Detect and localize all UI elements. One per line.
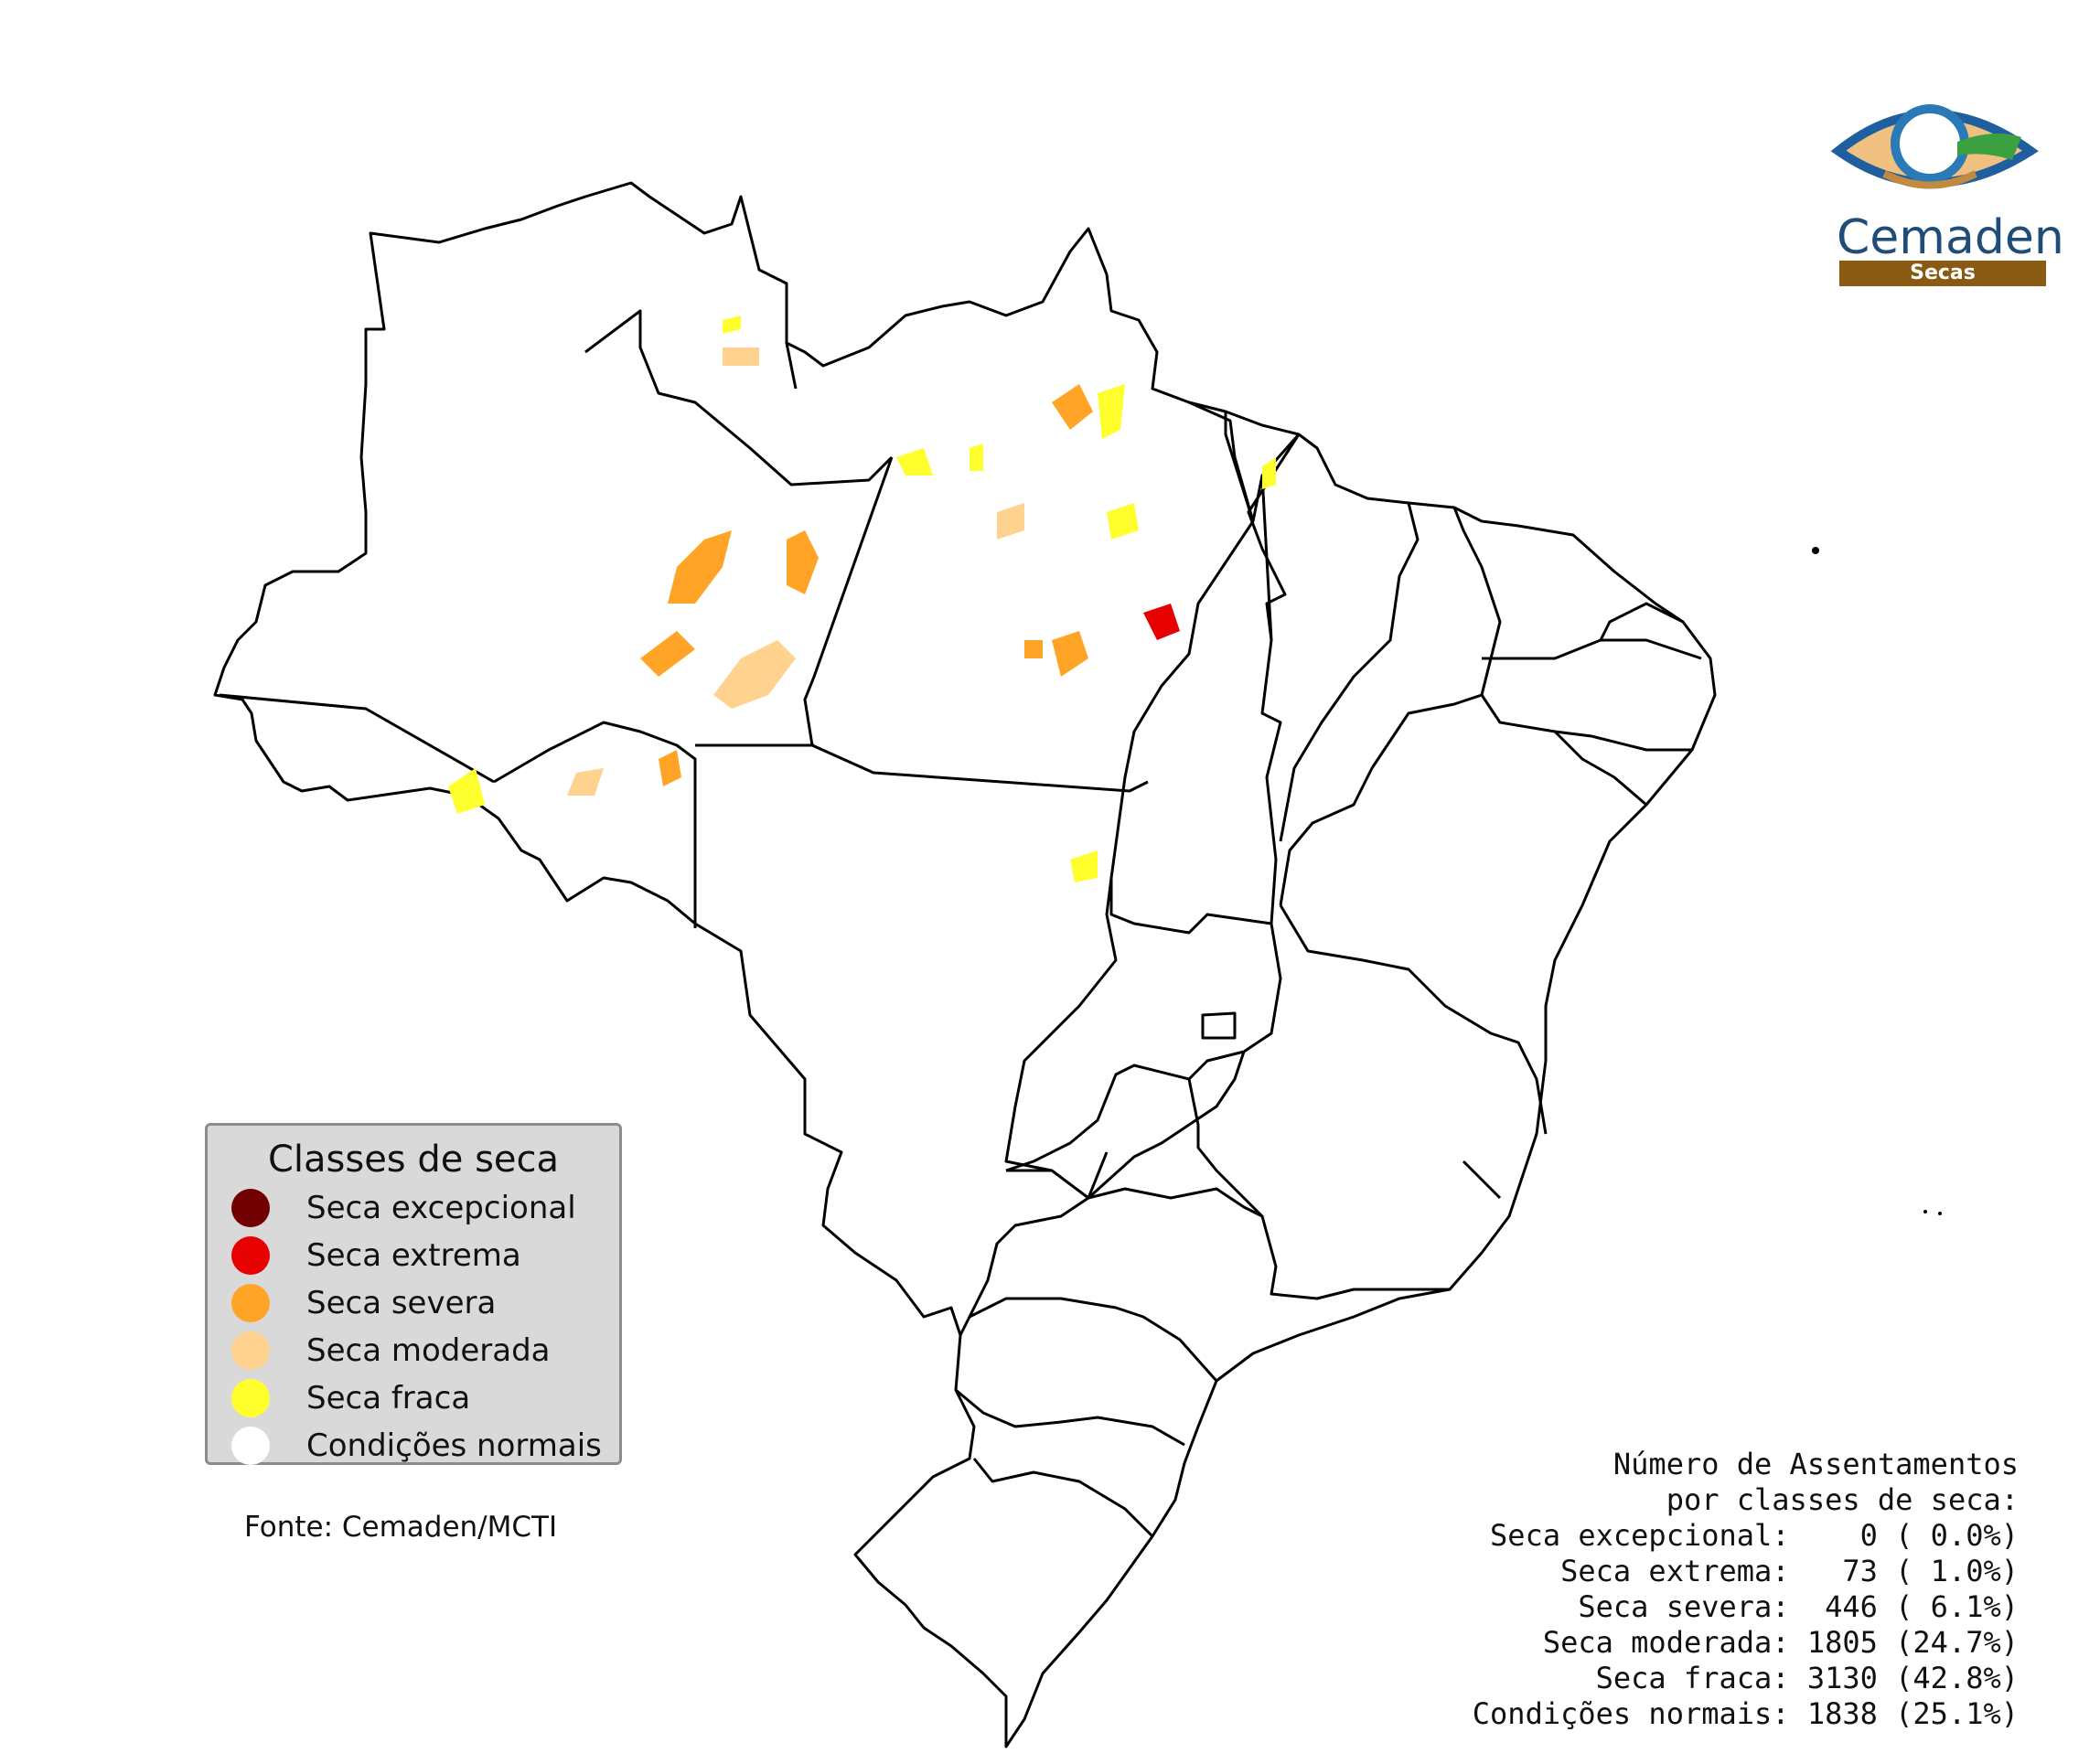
brazil-outline: [213, 181, 1717, 1748]
stats-row: Seca severa: 446 ( 6.1%): [1578, 1589, 2019, 1624]
legend-swatch: [231, 1189, 270, 1227]
logo-wordmark: Cemaden: [1837, 210, 2064, 265]
stats-row: Seca fraca: 3130 (42.8%): [1595, 1661, 2019, 1695]
legend-swatch: [231, 1379, 270, 1417]
stats-row: Condições normais: 1838 (25.1%): [1472, 1696, 2019, 1731]
legend-label: Seca excepcional: [306, 1190, 576, 1226]
legend-swatch: [231, 1284, 270, 1322]
stats-row: Seca excepcional: 0 ( 0.0%): [1490, 1518, 2019, 1553]
stats-subtitle: por classes de seca:: [1666, 1482, 2019, 1517]
legend-label: Condições normais: [306, 1427, 602, 1464]
logo-subtitle: Secas: [1839, 261, 2046, 286]
legend-label: Seca fraca: [306, 1380, 471, 1417]
legend-item: Seca severa: [231, 1281, 496, 1325]
legend-item: Seca excepcional: [231, 1186, 576, 1230]
stats-title: Número de Assentamentos: [1612, 1447, 2019, 1481]
drought-patches: [448, 315, 1276, 882]
legend-label: Seca severa: [306, 1285, 497, 1321]
source-credit: Fonte: Cemaden/MCTI: [244, 1511, 558, 1544]
legend-item: Condições normais: [231, 1424, 602, 1468]
legend: Classes de seca Seca excepcional Seca ex…: [205, 1123, 622, 1465]
legend-item: Seca moderada: [231, 1329, 551, 1373]
legend-swatch: [231, 1427, 270, 1465]
settlement-stats: Número de Assentamentos por classes de s…: [1473, 1447, 2019, 1732]
stats-row: Seca extrema: 73 ( 1.0%): [1560, 1554, 2019, 1588]
legend-swatch: [231, 1236, 270, 1275]
legend-swatch: [231, 1331, 270, 1370]
legend-label: Seca extrema: [306, 1237, 521, 1274]
legend-label: Seca moderada: [306, 1332, 551, 1369]
legend-item: Seca fraca: [231, 1376, 470, 1420]
legend-title: Classes de seca: [267, 1139, 560, 1181]
stats-row: Seca moderada: 1805 (24.7%): [1542, 1625, 2019, 1660]
legend-item: Seca extrema: [231, 1234, 521, 1278]
cemaden-logo-icon: [1830, 104, 2039, 189]
